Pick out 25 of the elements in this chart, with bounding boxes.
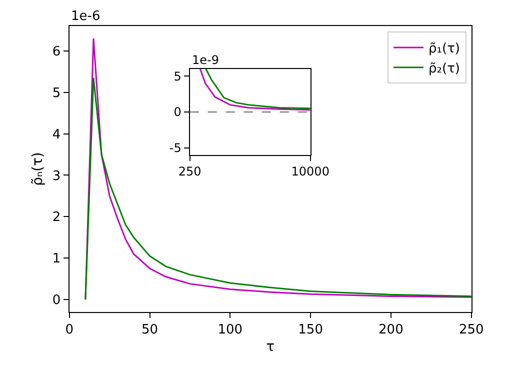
x-tick-label: 250 (178, 164, 202, 178)
x-tick-label: 200 (378, 322, 404, 338)
legend-label: ρ̃₂(τ) (428, 62, 460, 76)
line-series (84, 38, 472, 300)
y-tick-label: -5 (169, 141, 182, 156)
y-tick-label: 5 (52, 86, 61, 101)
x-tick-label: 150 (298, 322, 323, 338)
x-tick-label: 10000 (291, 164, 330, 178)
y-tick-label: 1 (52, 252, 61, 267)
annotation: 1e-9 (192, 53, 219, 67)
x-tick-label: 50 (141, 322, 158, 338)
y-tick-label: 2 (52, 210, 61, 226)
y-tick-label: 0 (52, 293, 61, 308)
x-tick-label: 250 (458, 322, 484, 338)
y-tick-label: 5 (174, 69, 182, 84)
x-axis-title: τ (266, 339, 275, 355)
legend-label: ρ̃₁(τ) (428, 42, 460, 57)
y-tick-label: 0 (174, 105, 182, 120)
y-tick-label: 4 (52, 127, 61, 142)
y-tick-label: 6 (52, 44, 61, 60)
y-axis-title: ρ̃ₙ(τ) (30, 152, 46, 186)
text: 1e-6 (71, 9, 100, 24)
x-tick-label: 0 (65, 322, 74, 338)
x-tick-label: 100 (218, 322, 243, 338)
y-tick-label: 3 (52, 168, 61, 184)
